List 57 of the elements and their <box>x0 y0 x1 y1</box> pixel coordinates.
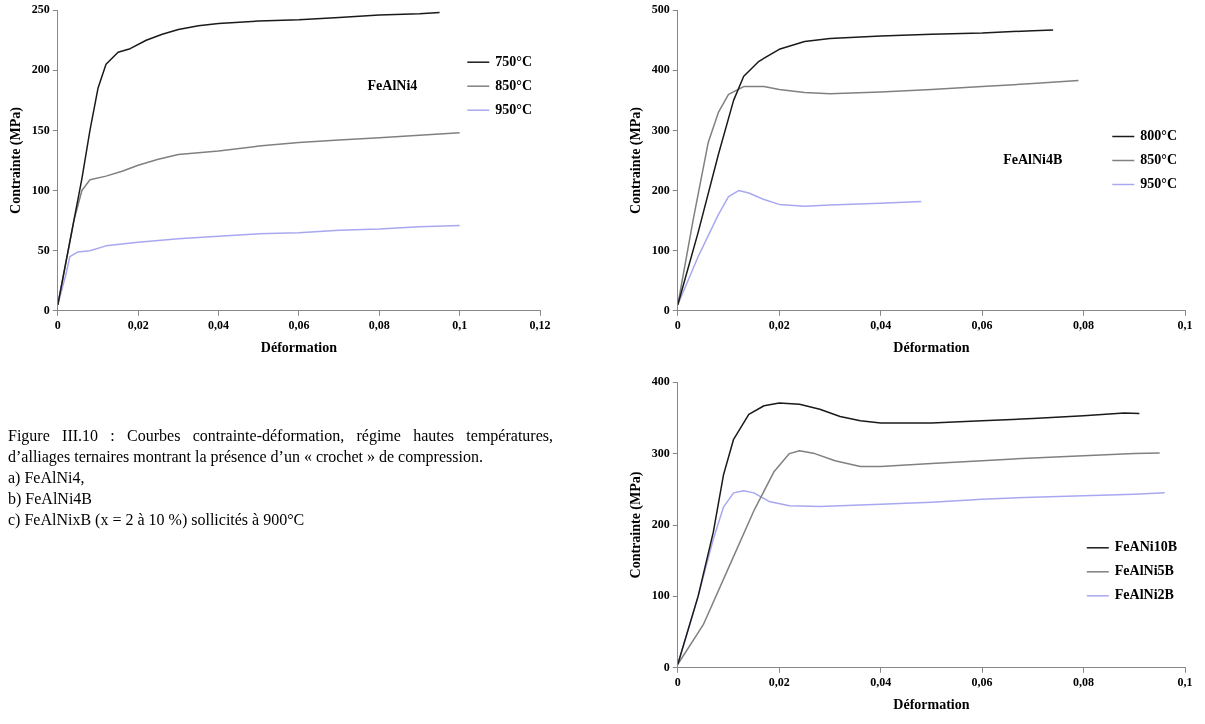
y-tick-label: 250 <box>31 2 50 17</box>
x-tick-label: 0,04 <box>870 675 892 690</box>
legend-label: FeANi10B <box>1114 539 1177 555</box>
legend-label: 800°C <box>1140 128 1178 144</box>
text: Figure III.10 : Courbes contrainte-déformation, régime hautes températures, d’alliages ternaires montrant la présence d’un « crochet » de compression. <box>8 426 553 467</box>
y-axis-title: Contrainte (MPa) <box>628 471 645 579</box>
x-tick-label: 0,02 <box>768 675 790 690</box>
y-tick-label: 50 <box>37 242 50 257</box>
x-tick-label: 0,1 <box>452 318 468 333</box>
y-tick-label: 300 <box>651 122 670 137</box>
y-tick-label: 0 <box>43 302 50 317</box>
y-tick-label: 100 <box>651 242 670 257</box>
legend-label: FeAlNi5B <box>1114 563 1174 579</box>
y-tick-label: 150 <box>31 122 50 137</box>
y-tick-label: 200 <box>651 517 670 532</box>
annotation: FeAlNi4 <box>367 77 418 93</box>
x-tick-label: 0 <box>674 318 681 333</box>
x-tick-label: 0,04 <box>208 318 230 333</box>
text: c) FeAlNixB (x = 2 à 10 %) sollicités à 900°C <box>8 510 306 530</box>
y-tick-label: 400 <box>651 62 670 77</box>
legend-label: 750°C <box>495 53 533 69</box>
text: b) FeAlNi4B <box>8 489 93 509</box>
legend-label: 950°C <box>495 101 533 117</box>
x-tick-label: 0,08 <box>1073 318 1095 333</box>
y-axis-title: Contrainte (MPa) <box>628 106 645 214</box>
text: a) FeAlNi4, <box>8 468 86 488</box>
legend-label: 850°C <box>1140 152 1178 168</box>
y-tick-label: 200 <box>651 182 670 197</box>
x-tick-label: 0,1 <box>1177 318 1193 333</box>
x-axis-title: Déformation <box>893 697 970 713</box>
x-tick-label: 0,02 <box>127 318 149 333</box>
x-tick-label: 0,06 <box>971 318 993 333</box>
x-tick-label: 0,1 <box>1177 675 1193 690</box>
x-tick-label: 0,04 <box>870 318 892 333</box>
y-tick-label: 100 <box>651 588 670 603</box>
y-tick-label: 100 <box>31 182 50 197</box>
y-axis-title: Contrainte (MPa) <box>8 106 25 214</box>
legend-label: 850°C <box>495 77 533 93</box>
x-tick-label: 0,02 <box>768 318 790 333</box>
y-tick-label: 0 <box>663 659 670 674</box>
x-tick-label: 0 <box>674 675 681 690</box>
x-tick-label: 0,06 <box>971 675 993 690</box>
x-tick-label: 0,08 <box>368 318 390 333</box>
x-axis-title: Déformation <box>893 340 970 356</box>
x-tick-label: 0 <box>54 318 61 333</box>
x-tick-label: 0,12 <box>529 318 551 333</box>
y-tick-label: 300 <box>651 445 670 460</box>
y-tick-label: 500 <box>651 2 670 17</box>
legend-label: 950°C <box>1140 176 1178 192</box>
x-tick-label: 0,06 <box>288 318 310 333</box>
legend-label: FeAlNi2B <box>1114 587 1174 603</box>
annotation: FeAlNi4B <box>1003 152 1063 168</box>
y-tick-label: 0 <box>663 302 670 317</box>
y-tick-label: 200 <box>31 62 50 77</box>
x-axis-title: Déformation <box>260 340 338 356</box>
x-tick-label: 0,08 <box>1073 675 1095 690</box>
y-tick-label: 400 <box>651 374 670 389</box>
